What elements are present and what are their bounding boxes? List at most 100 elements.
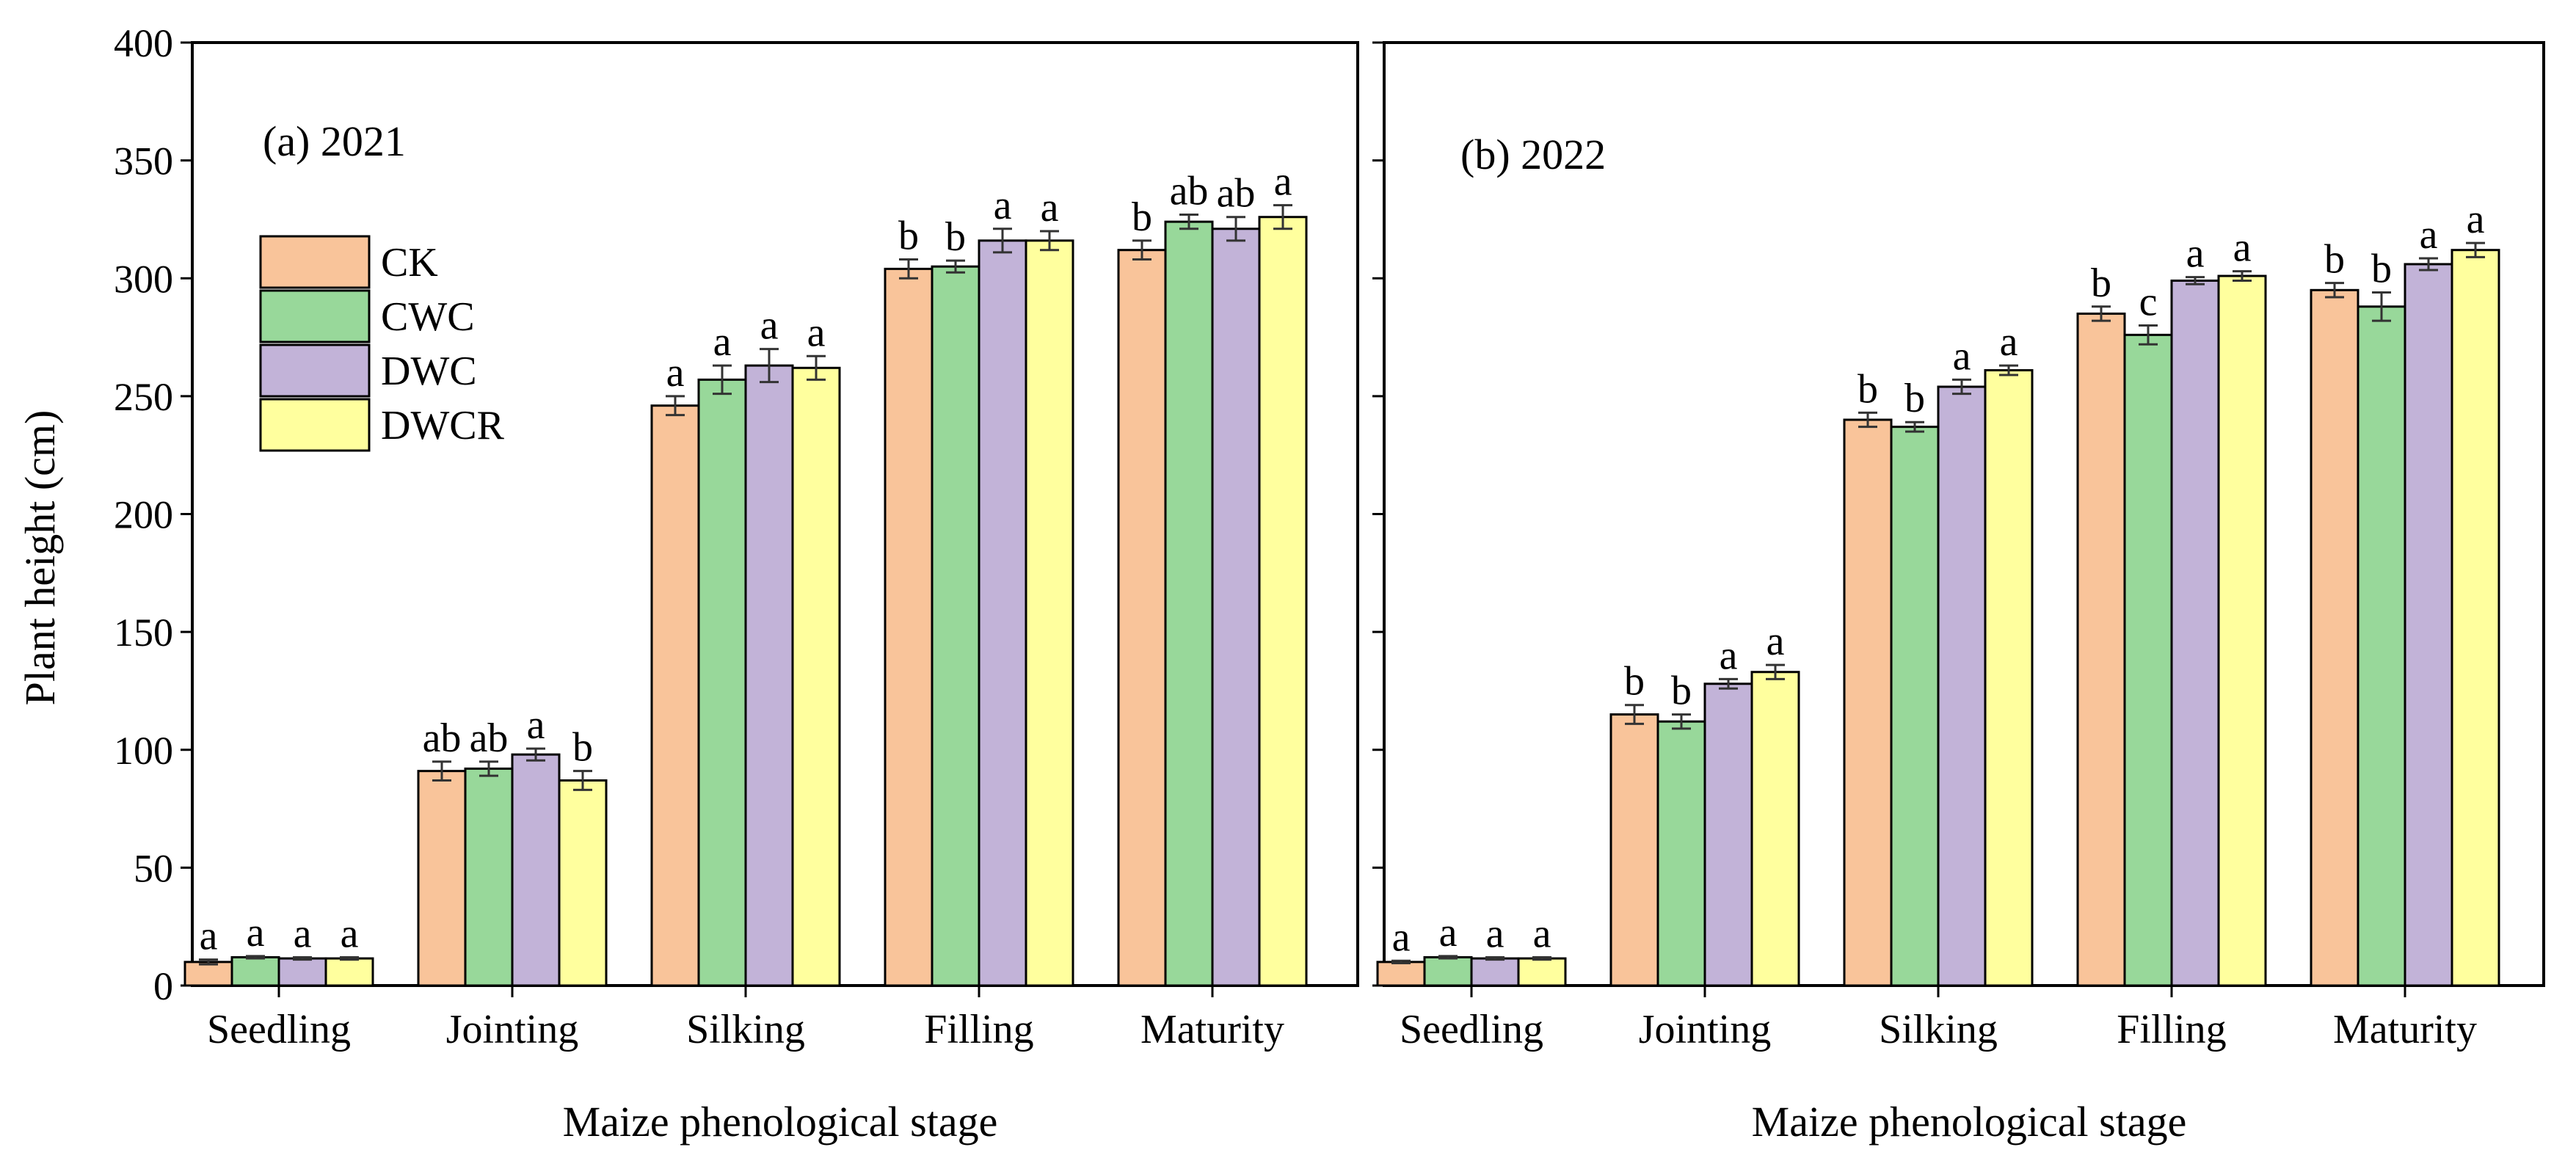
bar-dwc-filling	[2170, 279, 2220, 987]
error-bar	[1905, 420, 1924, 433]
significance-letter: a	[527, 702, 545, 748]
bar-cwc-filling	[2123, 333, 2173, 987]
error-bar	[1625, 704, 1644, 725]
significance-letter: b	[1624, 659, 1645, 704]
bar-ck-jointing	[1609, 713, 1659, 987]
x-tick-labels: Seedling Jointing Silking Filling Maturity	[207, 986, 1284, 1052]
legend-label: CK	[381, 240, 438, 285]
y-tick-label: 100	[114, 729, 173, 773]
error-bar	[573, 770, 592, 791]
significance-letter: ab	[1217, 171, 1256, 216]
x-axis-label: Maize phenological stage	[563, 1098, 998, 1146]
bar-ck-silking	[650, 404, 700, 987]
bar-ck-filling	[884, 267, 934, 987]
significance-letter: ab	[470, 715, 509, 761]
error-bar	[2372, 291, 2391, 322]
significance-letter: b	[1671, 669, 1692, 714]
y-tick-label: 0	[153, 964, 173, 1008]
bar-dwc-filling	[978, 239, 1027, 987]
panel-label: (a) 2021	[263, 117, 406, 165]
bar-dwc-silking	[744, 364, 794, 987]
error-bar	[993, 227, 1012, 254]
significance-letter: a	[341, 911, 359, 956]
legend-label: DWC	[381, 349, 477, 394]
significance-letter: a	[1486, 911, 1505, 956]
significance-letter: a	[1533, 911, 1551, 956]
bar-dwcr-filling	[2217, 274, 2267, 987]
error-bar	[1132, 239, 1151, 261]
error-bar	[807, 354, 826, 381]
error-bar	[1438, 955, 1458, 960]
significance-letter: a	[713, 319, 732, 365]
significance-letter: a	[807, 310, 826, 355]
significance-letter: a	[1041, 185, 1059, 230]
significance-letter: ab	[1170, 169, 1209, 214]
error-bar	[246, 955, 265, 960]
error-bar	[1485, 955, 1505, 961]
bar-ck-maturity	[1117, 249, 1167, 987]
x-tick-label: Jointing	[1639, 1007, 1771, 1052]
error-bar	[1672, 713, 1691, 730]
significance-letter: a	[1953, 333, 1971, 379]
significance-letter: ab	[423, 715, 462, 761]
error-bar	[2466, 241, 2485, 258]
x-tick-label: Seedling	[207, 1007, 351, 1052]
legend: CK CWC DWC DWCR	[259, 235, 505, 452]
bar-dwc-jointing	[511, 753, 561, 987]
error-bar	[1719, 677, 1738, 690]
x-tick-label: Maturity	[2333, 1007, 2477, 1052]
bar-groups: a a a aab ab a baa a ab ba a bab ab a	[183, 159, 1308, 987]
x-tick-label: Filling	[2117, 1007, 2226, 1052]
error-bar	[946, 259, 965, 274]
bar-ck-filling	[2076, 312, 2126, 987]
x-tick-label: Filling	[924, 1007, 1033, 1052]
error-bar	[1273, 204, 1292, 230]
significance-letter: b	[1858, 366, 1878, 412]
significance-letter: a	[2420, 212, 2438, 258]
bar-cwc-seedling	[230, 955, 280, 987]
error-bar	[899, 258, 918, 280]
significance-letter: a	[760, 303, 779, 349]
error-bar	[199, 958, 218, 966]
error-bar	[1179, 214, 1198, 230]
y-tick-label: 150	[114, 611, 173, 655]
error-bar	[1226, 216, 1245, 242]
bar-cwc-jointing	[1656, 720, 1706, 987]
x-tick-label: Silking	[686, 1007, 805, 1052]
error-bar	[479, 760, 498, 777]
bar-dwcr-maturity	[2451, 249, 2500, 987]
x-tick-label: Maturity	[1140, 1007, 1284, 1052]
y-tick-label: 200	[114, 493, 173, 537]
bar-ck-maturity	[2310, 288, 2359, 987]
bar-dwc-seedling	[1470, 957, 1520, 987]
x-tick-labels: Seedling Jointing Silking Filling Maturity	[1400, 986, 2477, 1052]
bar-cwc-silking	[1890, 426, 1940, 987]
bar-dwcr-silking	[1984, 369, 2034, 987]
bar-dwc-maturity	[1211, 227, 1261, 987]
bar-dwcr-jointing	[1750, 671, 1800, 987]
legend-label: CWC	[381, 294, 475, 340]
bar-dwcr-filling	[1025, 239, 1074, 987]
significance-letter: b	[945, 214, 966, 260]
significance-letter: a	[2467, 197, 2485, 242]
significance-letter: a	[2000, 319, 2018, 365]
bar-dwc-seedling	[277, 957, 327, 987]
significance-letter: b	[572, 725, 593, 771]
bar-ck-seedling	[1376, 961, 1426, 987]
bar-dwcr-seedling	[1517, 957, 1567, 987]
legend-swatch-cwc	[259, 289, 371, 343]
bar-dwc-maturity	[2404, 263, 2453, 987]
bar-cwc-maturity	[1164, 220, 1214, 987]
error-bar	[666, 395, 685, 417]
significance-letter: b	[1904, 376, 1925, 421]
significance-letter: a	[1767, 619, 1785, 664]
error-bar	[1532, 955, 1551, 961]
significance-letter: b	[2324, 237, 2345, 283]
bar-dwcr-silking	[791, 366, 841, 987]
legend-label: DWCR	[381, 403, 505, 448]
significance-letter: a	[1392, 914, 1411, 960]
bar-cwc-filling	[931, 265, 980, 987]
significance-letter: c	[2139, 280, 2158, 325]
